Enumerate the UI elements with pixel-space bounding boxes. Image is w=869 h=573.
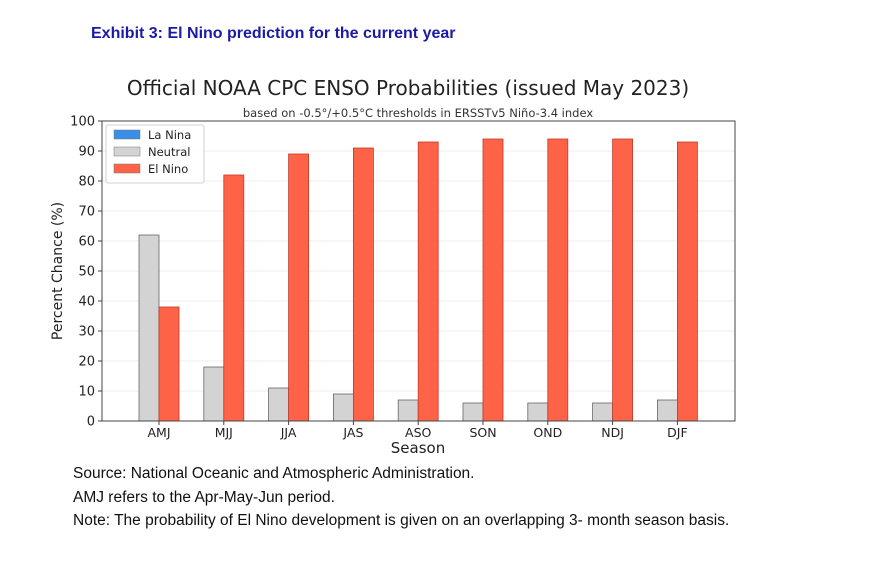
exhibit-title: Exhibit 3: El Nino prediction for the cu… — [91, 25, 456, 43]
chart-title: Official NOAA CPC ENSO Probabilities (is… — [127, 76, 689, 100]
chart-notes: Source: National Oceanic and Atmospheric… — [73, 462, 729, 533]
y-tick-label: 70 — [78, 205, 95, 220]
bar-el-nino — [224, 175, 244, 421]
bar-el-nino — [613, 139, 633, 421]
y-tick-label: 10 — [78, 385, 95, 400]
legend-swatch — [114, 147, 140, 156]
x-tick-label: NDJ — [601, 425, 624, 440]
bar-neutral — [333, 394, 353, 421]
bar-neutral — [139, 235, 159, 421]
y-tick-label: 30 — [78, 325, 95, 340]
x-ticks: AMJ MJJ JJA JAS ASO SON OND NDJ DJF — [147, 421, 687, 440]
y-tick-label: 40 — [78, 295, 95, 310]
y-tick-label: 100 — [70, 115, 95, 130]
bar-el-nino — [418, 142, 438, 421]
legend-label: El Nino — [148, 162, 188, 176]
x-tick-label: JAS — [342, 425, 363, 440]
chart-svg: Official NOAA CPC ENSO Probabilities (is… — [30, 68, 790, 460]
x-tick-label: MJJ — [215, 425, 233, 440]
x-tick-label: JJA — [280, 425, 297, 440]
methodology-note: Note: The probability of El Nino develop… — [73, 509, 729, 533]
bar-neutral — [269, 388, 289, 421]
y-ticks: 0 10 20 30 40 50 60 70 80 90 100 — [70, 115, 102, 430]
y-tick-label: 50 — [78, 265, 95, 280]
bar-el-nino — [483, 139, 503, 421]
period-note: AMJ refers to the Apr-May-Jun period. — [73, 486, 729, 510]
bar-neutral — [657, 400, 677, 421]
legend-label: Neutral — [148, 145, 190, 159]
bar-neutral — [463, 403, 483, 421]
y-tick-label: 0 — [87, 415, 95, 430]
bar-el-nino — [289, 154, 309, 421]
source-note: Source: National Oceanic and Atmospheric… — [73, 462, 729, 486]
enso-chart: Official NOAA CPC ENSO Probabilities (is… — [30, 68, 790, 460]
legend: La Nina Neutral El Nino — [106, 125, 204, 183]
x-tick-label: AMJ — [147, 425, 170, 440]
legend-swatch — [114, 130, 140, 139]
legend-swatch — [114, 164, 140, 173]
x-tick-label: OND — [533, 425, 562, 440]
legend-label: La Nina — [148, 128, 191, 142]
y-axis-label: Percent Chance (%) — [50, 202, 66, 340]
bar-neutral — [398, 400, 418, 421]
bar-el-nino — [548, 139, 568, 421]
bar-neutral — [528, 403, 548, 421]
y-tick-label: 20 — [78, 355, 95, 370]
x-axis-label: Season — [391, 439, 445, 457]
x-tick-label: ASO — [405, 425, 431, 440]
x-tick-label: SON — [469, 425, 496, 440]
bar-el-nino — [159, 307, 179, 421]
y-tick-label: 90 — [78, 145, 95, 160]
x-tick-label: DJF — [667, 425, 688, 440]
bar-el-nino — [353, 148, 373, 421]
chart-subtitle: based on -0.5°/+0.5°C thresholds in ERSS… — [243, 106, 593, 120]
bar-el-nino — [677, 142, 697, 421]
y-tick-label: 60 — [78, 235, 95, 250]
y-tick-label: 80 — [78, 175, 95, 190]
bar-neutral — [593, 403, 613, 421]
bar-neutral — [204, 367, 224, 421]
